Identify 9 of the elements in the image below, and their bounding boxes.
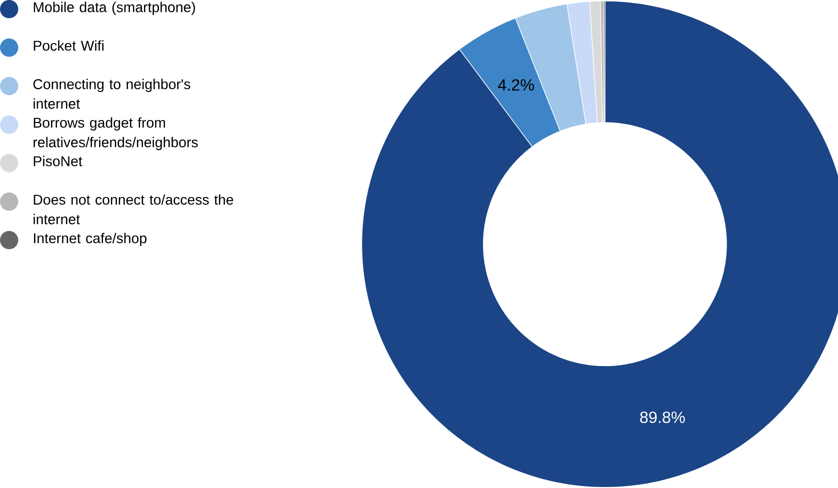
data-label: 89.8% <box>640 412 685 424</box>
legend-label: Does not connect to/access the internet <box>34 194 234 224</box>
legend-label: PisoNet <box>34 156 82 166</box>
data-label: 4.2% <box>498 79 534 91</box>
legend-label: Connecting to neighbor's internet <box>33 78 190 109</box>
legend-label: Borrows gadget from relatives/friends/neighbors <box>34 117 198 150</box>
legend-label: Mobile data (smartphone) <box>34 2 195 16</box>
legend-label: Pocket Wifi <box>34 40 104 51</box>
legend-label: Internet cafe/shop <box>34 232 146 246</box>
